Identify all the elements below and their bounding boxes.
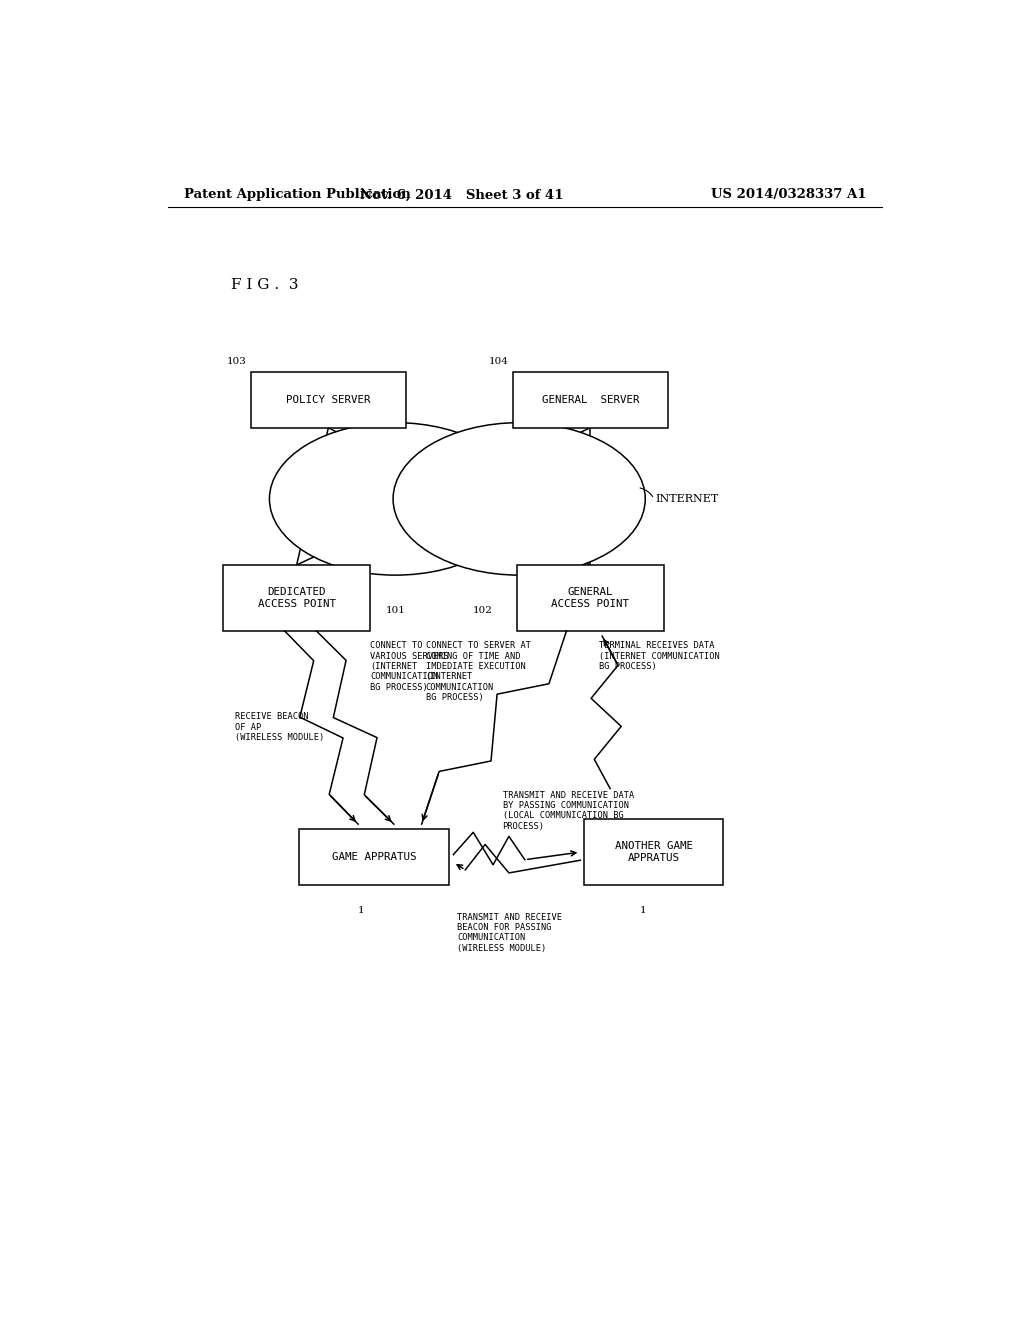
Text: GENERAL  SERVER: GENERAL SERVER <box>542 395 639 405</box>
FancyBboxPatch shape <box>251 372 406 428</box>
Text: 103: 103 <box>227 358 247 366</box>
Text: CONNECT TO SERVER AT
COMING OF TIME AND
IMDEDIATE EXECUTION
(INTERNET
COMMUNICAT: CONNECT TO SERVER AT COMING OF TIME AND … <box>426 642 530 702</box>
Text: TRANSMIT AND RECEIVE
BEACON FOR PASSING
COMMUNICATION
(WIRELESS MODULE): TRANSMIT AND RECEIVE BEACON FOR PASSING … <box>458 912 562 953</box>
Text: 101: 101 <box>386 606 406 615</box>
FancyBboxPatch shape <box>513 372 668 428</box>
FancyBboxPatch shape <box>299 829 450 886</box>
Text: F I G .  3: F I G . 3 <box>231 279 299 293</box>
FancyBboxPatch shape <box>223 565 370 631</box>
Text: GENERAL
ACCESS POINT: GENERAL ACCESS POINT <box>551 587 630 609</box>
Text: US 2014/0328337 A1: US 2014/0328337 A1 <box>711 189 866 202</box>
Text: CONNECT TO
VARIOUS SERVERS
(INTERNET
COMMUNICATION
BG PROCESS): CONNECT TO VARIOUS SERVERS (INTERNET COM… <box>370 642 449 692</box>
Text: TERMINAL RECEIVES DATA
(INTERNET COMMUNICATION
BG PROCESS): TERMINAL RECEIVES DATA (INTERNET COMMUNI… <box>599 642 719 671</box>
Text: Patent Application Publication: Patent Application Publication <box>183 189 411 202</box>
Ellipse shape <box>269 422 521 576</box>
Text: GAME APPRATUS: GAME APPRATUS <box>332 853 417 862</box>
Text: DEDICATED
ACCESS POINT: DEDICATED ACCESS POINT <box>258 587 336 609</box>
Text: RECEIVE BEACON
OF AP
(WIRELESS MODULE): RECEIVE BEACON OF AP (WIRELESS MODULE) <box>236 713 325 742</box>
Text: 104: 104 <box>489 358 509 366</box>
Text: TRANSMIT AND RECEIVE DATA
BY PASSING COMMUNICATION
(LOCAL COMMUNICATION BG
PROCE: TRANSMIT AND RECEIVE DATA BY PASSING COM… <box>503 791 634 830</box>
FancyBboxPatch shape <box>517 565 664 631</box>
Text: 102: 102 <box>473 606 494 615</box>
Ellipse shape <box>393 422 645 576</box>
Text: 1: 1 <box>358 906 365 915</box>
Text: INTERNET: INTERNET <box>655 494 719 504</box>
Text: Nov. 6, 2014   Sheet 3 of 41: Nov. 6, 2014 Sheet 3 of 41 <box>359 189 563 202</box>
FancyBboxPatch shape <box>585 818 723 886</box>
Text: ANOTHER GAME
APPRATUS: ANOTHER GAME APPRATUS <box>614 841 693 863</box>
Text: 1: 1 <box>640 906 646 915</box>
Text: POLICY SERVER: POLICY SERVER <box>286 395 371 405</box>
